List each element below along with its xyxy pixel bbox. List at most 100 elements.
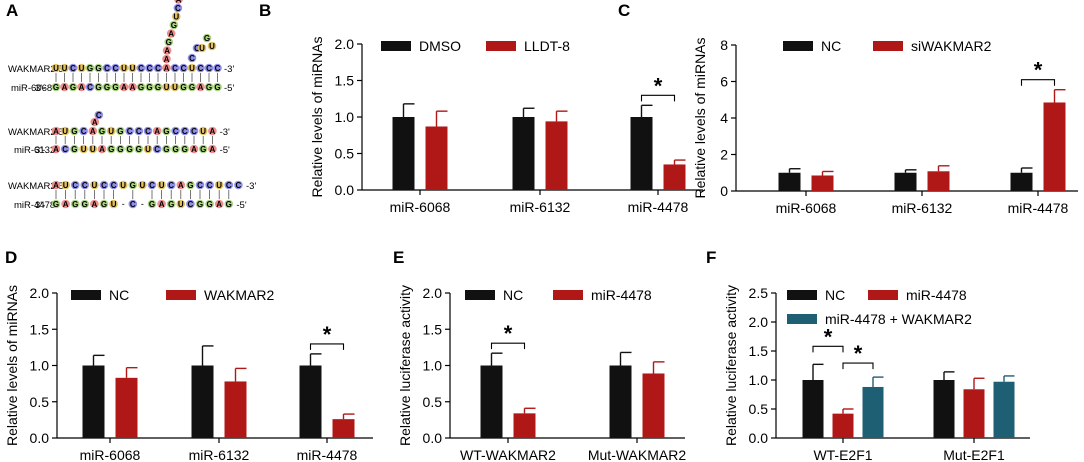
- wakmar2-nucleotide: C: [166, 180, 176, 190]
- nucleotide-bead: [179, 82, 188, 92]
- wakmar2-nucleotide: A: [51, 126, 61, 136]
- nucleotide-letter: G: [72, 200, 78, 209]
- nucleotide-bead: [102, 82, 112, 92]
- y-tick-label: 0.0: [335, 182, 355, 198]
- mirna-nucleotide: G: [224, 199, 234, 209]
- nucleotide-bead: [198, 126, 208, 136]
- wakmar2-nucleotide: C: [153, 63, 163, 73]
- y-tick-label: 0.5: [749, 401, 769, 417]
- wakmar2-nucleotide: G: [162, 126, 171, 136]
- nucleotide-letter: U: [111, 200, 117, 209]
- nucleotide-bead: [174, 0, 183, 4]
- x-tick-label: miR-6132: [189, 447, 250, 462]
- wakmar2-nucleotide: U: [77, 63, 86, 73]
- y-tick-label: 1.5: [30, 321, 50, 337]
- bar-nc-1: [191, 365, 214, 438]
- nucleotide-bead: [204, 82, 214, 92]
- nucleotide-letter: G: [149, 200, 155, 209]
- nucleotide-bead: [119, 82, 129, 92]
- nucleotide-bead: [136, 63, 146, 73]
- bar-dmso-2: [630, 117, 653, 190]
- strand-end: -3': [246, 181, 256, 192]
- wakmar2-nucleotide: U: [60, 63, 69, 73]
- nucleotide-bead: [77, 82, 86, 92]
- nucleotide-bead: [207, 41, 217, 51]
- legend-label: NC: [825, 287, 845, 303]
- nucleotide-bead: [80, 180, 90, 190]
- nucleotide-bead: [128, 180, 138, 190]
- mirna-nucleotide: G: [111, 82, 120, 92]
- nucleotide-bead: [134, 144, 144, 154]
- nucleotide-letter: G: [155, 83, 161, 92]
- mirna-nucleotide: A: [157, 199, 166, 209]
- wakmar2-nucleotide: G: [85, 63, 95, 73]
- bar-wakmar2-1: [224, 381, 247, 438]
- nucleotide-letter: A: [210, 145, 216, 154]
- legend-label: NC: [821, 38, 841, 54]
- significance-star: *: [504, 321, 513, 346]
- mirna-nucleotide: G: [147, 199, 157, 209]
- strand-end: -5': [224, 83, 234, 94]
- nucleotide-letter: U: [216, 181, 222, 190]
- chart-panel-d: D 0.0 0.5 1.0 1.5 2.0 Relative levels of miRNA…: [4, 248, 373, 462]
- wakmar2-nucleotide: U: [106, 126, 116, 136]
- mirna-nucleotide: G: [179, 82, 188, 92]
- nucleotide-bead: [99, 180, 109, 190]
- wakmar2-nucleotide: C: [224, 180, 234, 190]
- nucleotide-bead: [173, 3, 183, 13]
- bar-nc-0: [802, 380, 824, 438]
- y-axis-label: Relative luciferase activity: [397, 285, 413, 446]
- nucleotide-letter: G: [53, 200, 59, 209]
- loop-nucleotide: U: [197, 43, 207, 53]
- nucleotide-letter: C: [207, 181, 213, 190]
- y-tick-label: 0.5: [423, 394, 443, 410]
- nucleotide-letter: C: [147, 64, 153, 73]
- nucleotide-letter: G: [182, 145, 188, 154]
- nucleotide-bead: [198, 144, 208, 154]
- y-axis-label: Relative levels of miRNAs: [692, 37, 708, 198]
- legend-label: NC: [109, 287, 129, 303]
- nucleotide-letter: C: [101, 181, 107, 190]
- nucleotide-letter: U: [200, 127, 206, 136]
- wakmar2-nucleotide: C: [145, 63, 154, 73]
- legend-label: miR-4478: [906, 287, 967, 303]
- nucleotide-letter: U: [145, 145, 151, 154]
- nucleotide-letter: U: [108, 127, 114, 136]
- nucleotide-bead: [102, 63, 112, 73]
- mirna-nucleotide: C: [60, 144, 70, 154]
- wakmar2-nucleotide: U: [51, 63, 61, 73]
- nucleotide-letter: U: [63, 181, 69, 190]
- nucleotide-letter: G: [108, 145, 114, 154]
- y-tick-label: 0.5: [30, 394, 50, 410]
- nucleotide-letter: A: [176, 0, 182, 5]
- nucleotide-bead: [94, 63, 103, 73]
- nucleotide-bead: [118, 180, 128, 190]
- nucleotide-letter: U: [189, 64, 195, 73]
- nucleotide-letter: G: [87, 64, 93, 73]
- nucleotide-bead: [136, 82, 146, 92]
- nucleotide-letter: U: [140, 181, 146, 190]
- nucleotide-letter: G: [95, 64, 101, 73]
- wakmar2-nucleotide: C: [111, 63, 120, 73]
- bar-mir-4478-wakmar2-0: [862, 386, 884, 438]
- wakmar2-nucleotide: C: [204, 63, 214, 73]
- wakmar2-nucleotide: C: [143, 126, 153, 136]
- mirna-nucleotide: G: [204, 82, 214, 92]
- mirna-nucleotide: G: [116, 144, 125, 154]
- nucleotide-bead: [106, 144, 116, 154]
- nucleotide-bead: [99, 199, 109, 209]
- y-tick-label: 2: [720, 147, 728, 163]
- nucleotide-bead: [208, 126, 217, 136]
- x-tick-label: WT-E2F1: [813, 447, 872, 462]
- y-tick-label: 4: [720, 110, 728, 126]
- nucleotide-letter: U: [92, 181, 98, 190]
- significance-bracket: [1020, 79, 1056, 86]
- x-tick-label: miR-6132: [510, 199, 571, 215]
- x-tick-label: miR-4478: [628, 199, 689, 215]
- nucleotide-bead: [111, 63, 120, 73]
- mirna-nucleotide: C: [152, 144, 162, 154]
- chart-panel-b: B 0.0 0.5 1.0 1.5 2.0 Relative levels of miRNA…: [259, 1, 703, 215]
- bar-nc-1: [933, 380, 955, 438]
- significance-bracket: [640, 94, 676, 102]
- nucleotide-letter: C: [189, 54, 195, 63]
